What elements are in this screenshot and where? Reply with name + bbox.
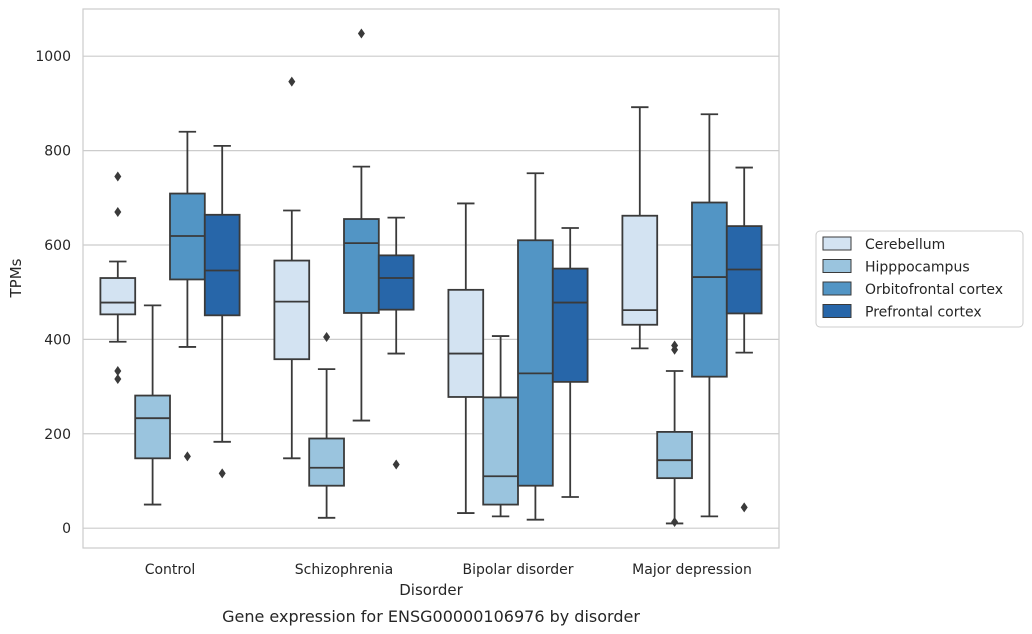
box-series <box>99 28 763 528</box>
box-body <box>273 259 311 361</box>
legend: Cerebellum Hipppocampus Orbitofrontal cort… <box>815 230 1024 328</box>
legend-frame <box>815 230 1024 328</box>
box-1-2 <box>482 335 519 518</box>
box-body <box>656 430 693 480</box>
box-body <box>308 437 345 487</box>
box-body <box>621 214 659 326</box>
x-axis-title: Disorder <box>399 581 463 599</box>
outlier-point <box>392 459 400 470</box>
outlier-point <box>114 206 122 217</box>
chart-caption: Gene expression for ENSG00000106976 by d… <box>222 607 640 626</box>
box-1-1 <box>308 332 345 519</box>
outlier-point <box>357 28 365 39</box>
box-1-3 <box>656 340 693 528</box>
legend-swatch <box>822 304 852 318</box>
y-tick-labels: 0 200 400 600 800 1000 <box>35 49 71 537</box>
box-body <box>482 396 519 506</box>
box-body <box>517 239 554 487</box>
legend-swatch <box>822 236 852 251</box>
box-0-0 <box>99 171 137 385</box>
y-tick-label: 800 <box>44 144 71 160</box>
box-body <box>203 213 241 317</box>
box-1-0 <box>134 304 171 506</box>
legend-label: Orbitofrontal cortex <box>865 282 1003 298</box>
y-tick-label: 0 <box>62 521 71 537</box>
x-tick-label: Control <box>145 562 196 578</box>
y-tick-label: 600 <box>44 238 71 254</box>
box-0-2 <box>447 202 485 514</box>
outlier-point <box>114 374 122 385</box>
y-tick-label: 1000 <box>35 49 71 65</box>
box-body <box>447 288 485 398</box>
box-3-0 <box>203 144 241 479</box>
y-tick-label: 400 <box>44 332 71 348</box>
y-tick-label: 200 <box>44 427 71 443</box>
outlier-point <box>671 344 679 355</box>
outlier-point <box>288 76 296 87</box>
outlier-point <box>671 517 679 528</box>
box-2-1 <box>343 28 380 422</box>
x-tick-label: Major depression <box>632 562 752 578</box>
box-body <box>691 201 728 378</box>
box-0-3 <box>621 106 659 350</box>
box-3-1 <box>377 216 415 470</box>
x-tick-label: Bipolar disorder <box>462 562 573 578</box>
box-body <box>99 277 137 316</box>
box-body <box>377 254 415 311</box>
box-3-2 <box>551 227 589 498</box>
legend-swatch <box>822 259 852 273</box>
box-body <box>343 218 380 314</box>
x-tick-label: Schizophrenia <box>295 562 393 578</box>
outlier-point <box>114 171 122 182</box>
legend-label: Hipppocampus <box>865 260 970 276</box>
outlier-point <box>323 332 331 343</box>
box-body <box>134 394 171 460</box>
box-body <box>551 267 589 383</box>
box-2-0 <box>169 130 206 462</box>
box-2-2 <box>517 172 554 521</box>
legend-swatch <box>822 281 852 296</box>
outlier-point <box>183 451 191 462</box>
box-3-3 <box>725 166 763 513</box>
box-2-3 <box>691 113 728 518</box>
x-tick-labels: Control Schizophrenia Bipolar disorder Majo… <box>145 562 752 578</box>
y-axis-title: TPMs <box>7 258 25 298</box>
box-0-1 <box>273 76 311 460</box>
plot-frame <box>82 8 780 549</box>
legend-label: Cerebellum <box>865 237 945 253</box>
outlier-point <box>218 468 226 479</box>
legend-label: Prefrontal cortex <box>865 305 982 321</box>
outlier-point <box>114 366 122 377</box>
outlier-point <box>740 502 748 513</box>
